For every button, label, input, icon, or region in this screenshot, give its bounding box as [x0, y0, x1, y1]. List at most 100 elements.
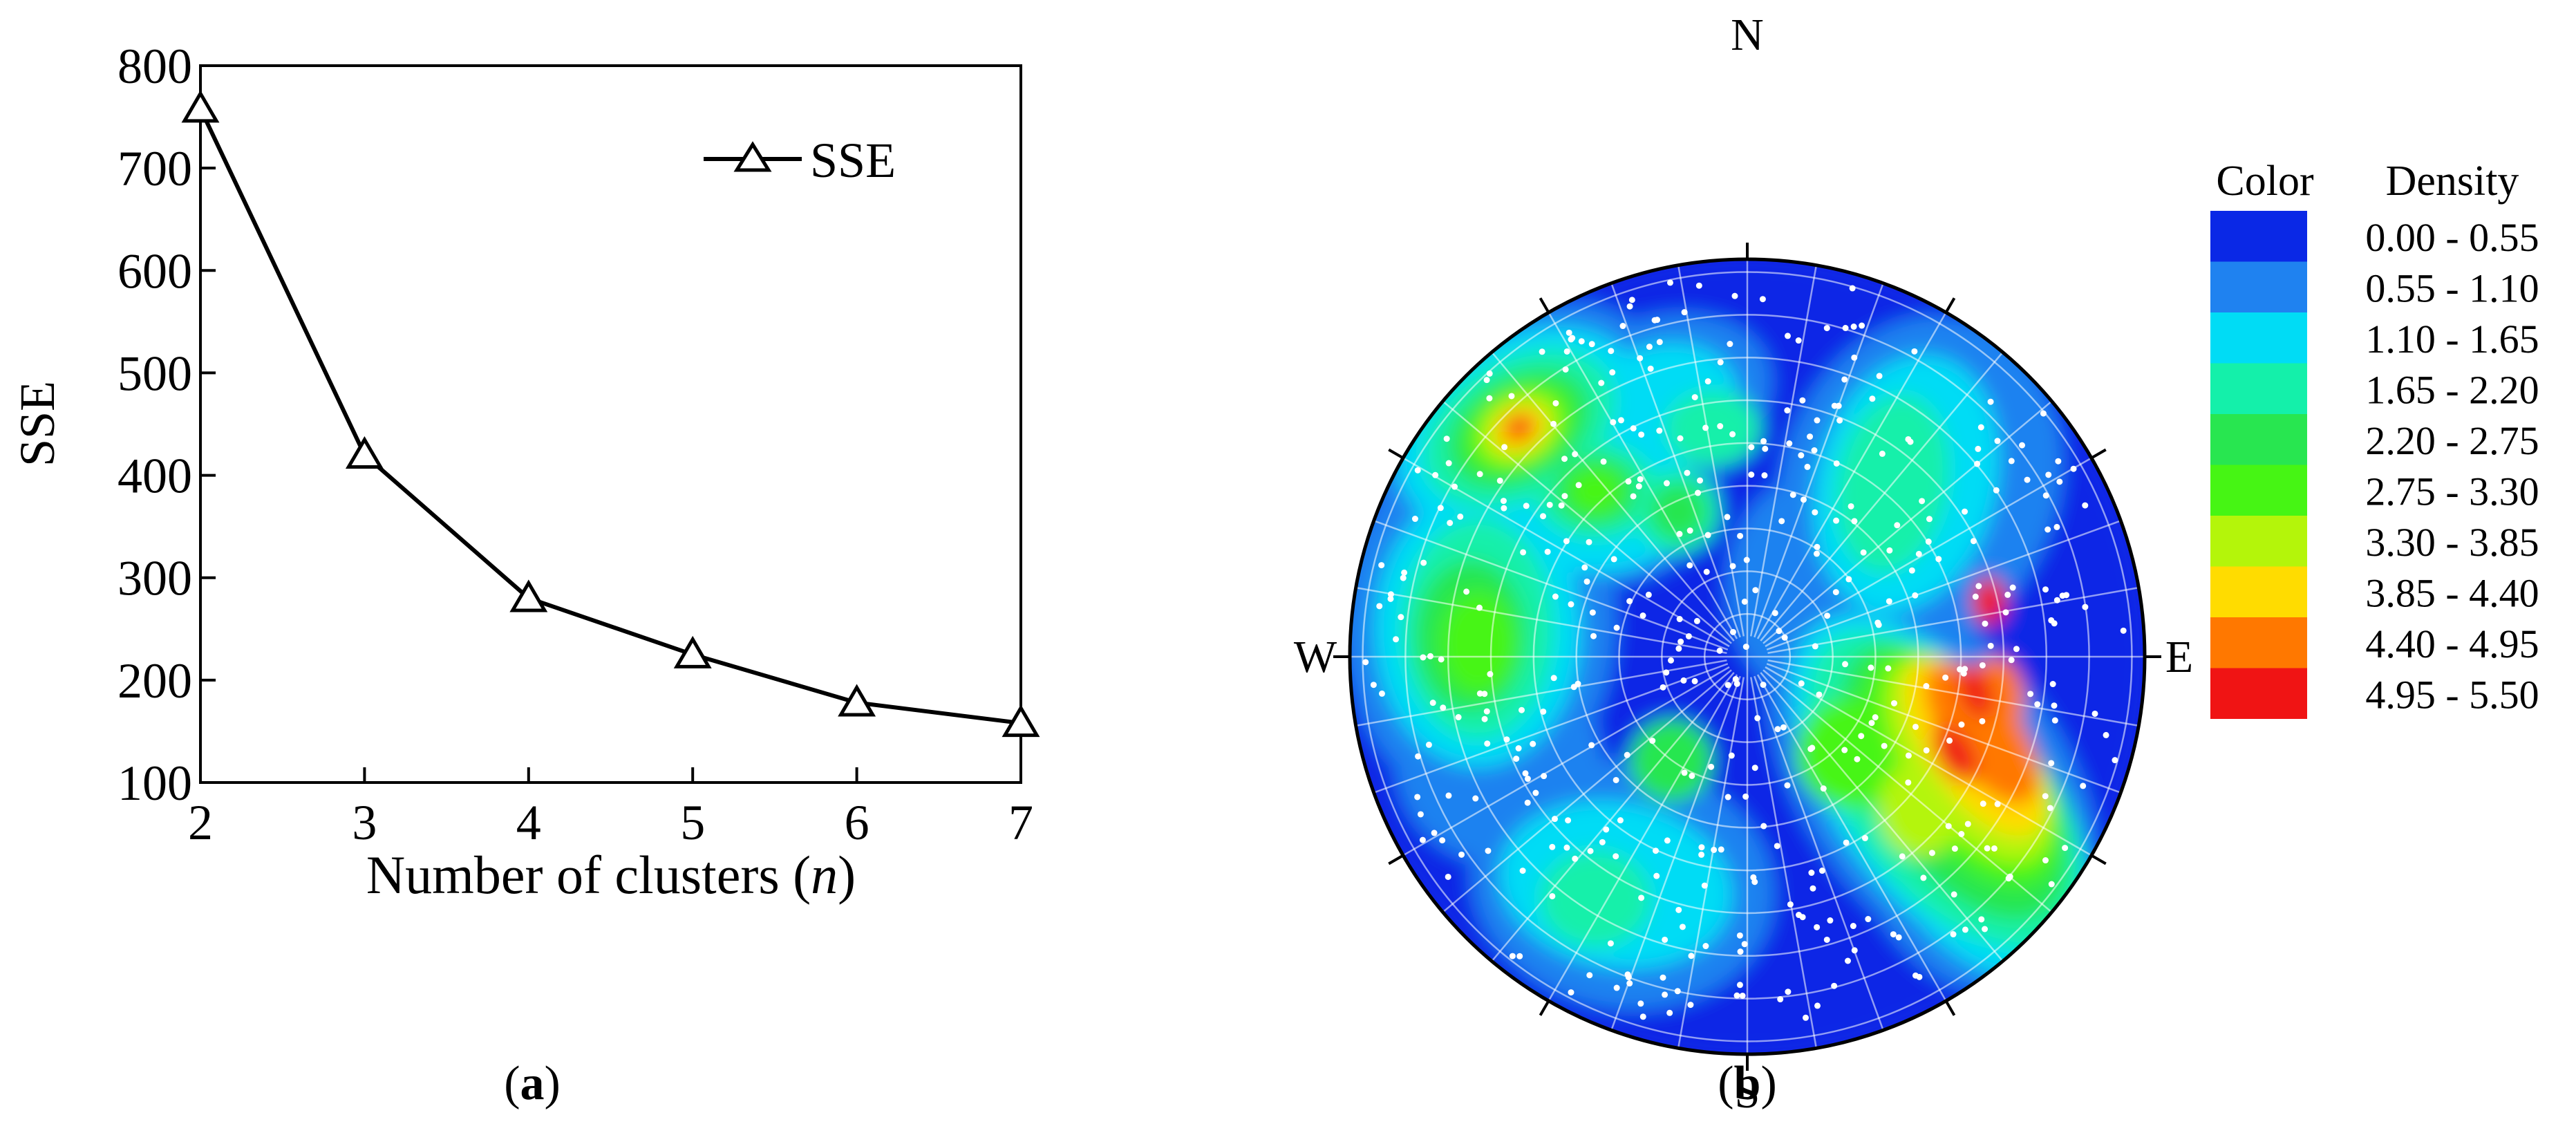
pole-point — [2048, 760, 2055, 767]
pole-point — [1958, 830, 1965, 837]
grid-spoke — [1442, 400, 1732, 644]
pole-point — [1905, 752, 1912, 759]
grid-spoke — [1677, 265, 1745, 637]
pole-point — [1501, 444, 1508, 451]
legend-marker — [733, 141, 772, 172]
pole-point — [1982, 926, 1989, 933]
pole-point — [1742, 793, 1749, 800]
pole-point — [1429, 700, 1436, 706]
pole-point — [1703, 568, 1710, 575]
pole-point — [1603, 826, 1610, 833]
pole-point — [1724, 682, 1731, 689]
legend-swatch — [2210, 566, 2307, 617]
pole-point — [1686, 562, 1693, 569]
legend-range-label: 4.95 - 5.50 — [2365, 672, 2539, 717]
y-tick-label: 100 — [117, 756, 192, 811]
pole-point — [1398, 614, 1404, 621]
pole-point — [1928, 850, 1935, 856]
compass-north: N — [1731, 10, 1764, 60]
pole-point — [1994, 800, 2001, 807]
pole-point — [1550, 420, 1557, 427]
pole-point — [1905, 435, 1912, 442]
grid-spoke — [1760, 351, 2004, 641]
stereonet-grid — [1350, 259, 2145, 1054]
grid-spoke — [1767, 586, 2139, 655]
grid-spoke — [1402, 457, 1730, 648]
pole-points — [1362, 279, 2127, 1021]
x-axis-label: Number of clusters (n) — [366, 845, 856, 905]
density-blob — [1796, 698, 1906, 809]
pole-point — [2040, 410, 2047, 417]
legend-range-label: 2.20 - 2.75 — [2365, 418, 2539, 463]
data-point-marker — [1002, 704, 1040, 738]
pole-point — [1575, 482, 1582, 489]
pole-point — [1951, 845, 1958, 852]
legend-range-label: 1.10 - 1.65 — [2365, 317, 2539, 362]
pole-point — [1964, 821, 1971, 827]
pole-point — [1414, 794, 1421, 800]
pole-point — [1787, 901, 1794, 908]
data-point-marker — [181, 90, 220, 123]
pole-point — [1808, 870, 1815, 877]
pole-point — [1760, 823, 1767, 830]
pole-point — [1439, 837, 1446, 844]
grid-spoke — [1749, 265, 1818, 637]
pole-point — [1774, 726, 1781, 733]
pole-point — [1524, 799, 1531, 806]
pole-point — [1980, 800, 1986, 807]
pole-point — [1816, 691, 1823, 698]
x-tick-label: 2 — [188, 795, 213, 850]
pole-point — [1668, 657, 1675, 664]
pole-point — [1987, 398, 1994, 405]
pole-point — [1662, 936, 1668, 943]
grid-spoke — [1765, 457, 2092, 648]
pole-point — [1646, 344, 1653, 350]
grid-spoke — [1402, 666, 1730, 856]
pole-point — [1731, 292, 1738, 299]
rim-tick — [1388, 448, 1404, 460]
pole-point — [1811, 447, 1818, 454]
data-point-marker — [673, 635, 712, 668]
pole-point — [1869, 395, 1876, 402]
pole-point — [2009, 584, 2016, 591]
pole-point — [1674, 988, 1681, 995]
pole-point — [1802, 1014, 1809, 1021]
pole-point — [1807, 433, 1814, 440]
pole-point — [1638, 431, 1645, 438]
pole-point — [1417, 811, 1424, 818]
pole-point — [1415, 753, 1422, 760]
pole-point — [1978, 916, 1985, 923]
pole-point — [1378, 690, 1385, 697]
pole-point — [1563, 348, 1570, 355]
pole-point — [2051, 702, 2058, 709]
pole-point — [1563, 844, 1570, 851]
pole-point — [1919, 498, 1926, 505]
pole-point — [1530, 740, 1536, 747]
legend-range-label: 3.30 - 3.85 — [2365, 520, 2539, 565]
pole-point — [1823, 936, 1830, 943]
pole-point — [1762, 445, 1769, 452]
pole-point — [1586, 538, 1592, 545]
pole-point — [2048, 617, 2055, 624]
pole-point — [2112, 757, 2118, 764]
pole-point — [1916, 973, 1923, 980]
legend-swatch — [2210, 465, 2307, 516]
pole-point — [1552, 400, 1559, 406]
pole-point — [1809, 885, 1816, 892]
pole-point — [1500, 498, 1507, 505]
pole-point — [1387, 591, 1394, 598]
axis-ticks — [199, 64, 1022, 784]
pole-point — [1716, 647, 1723, 654]
density-blob — [1958, 664, 1993, 718]
pole-point — [2008, 458, 2015, 465]
pole-point — [1975, 583, 1982, 590]
pole-point — [1524, 776, 1531, 783]
pole-point — [2056, 478, 2063, 485]
pole-point — [1607, 940, 1614, 947]
data-point-marker — [345, 435, 384, 469]
grid-spoke — [1766, 520, 2121, 650]
legend-swatch — [2210, 617, 2307, 668]
pole-point — [1977, 424, 1984, 431]
pole-point — [1695, 489, 1702, 496]
pole-point — [1496, 477, 1503, 484]
